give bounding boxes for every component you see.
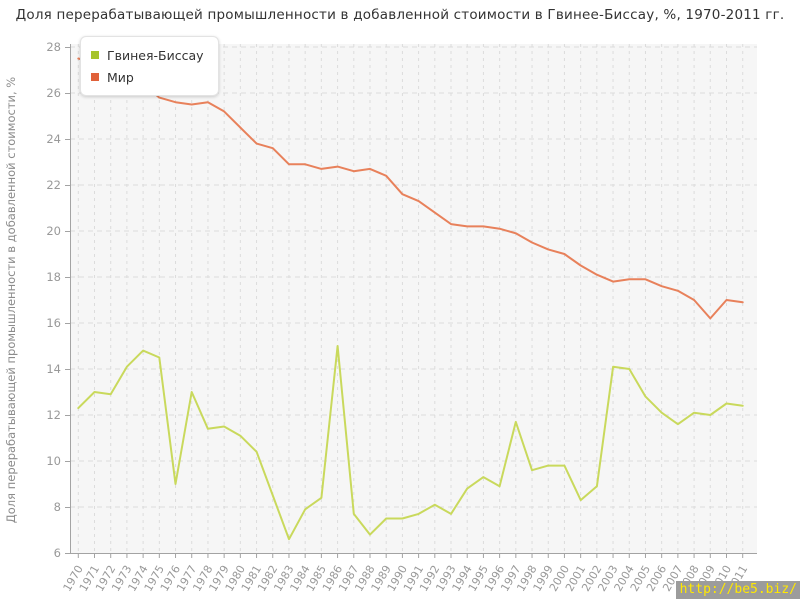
plot-area bbox=[70, 44, 757, 553]
guinea-bissau-swatch-icon bbox=[91, 51, 99, 59]
y-tick-label: 12 bbox=[46, 408, 61, 422]
legend-item-world[interactable]: Мир bbox=[91, 66, 204, 88]
y-tick-label: 22 bbox=[46, 178, 61, 192]
y-tick-label: 20 bbox=[46, 224, 61, 238]
y-tick-label: 24 bbox=[46, 132, 61, 146]
y-tick-label: 28 bbox=[46, 40, 61, 54]
y-tick-label: 8 bbox=[54, 500, 61, 514]
y-tick-label: 14 bbox=[46, 362, 61, 376]
y-tick-label: 16 bbox=[46, 316, 61, 330]
y-axis-title: Доля перерабатывающей промышленности в д… bbox=[4, 77, 18, 524]
y-tick-label: 18 bbox=[46, 270, 61, 284]
chart-title: Доля перерабатывающей промышленности в д… bbox=[15, 7, 785, 23]
y-tick-label: 6 bbox=[54, 546, 61, 560]
y-tick-label: 10 bbox=[46, 454, 61, 468]
world-swatch-icon bbox=[91, 73, 99, 81]
y-tick-label: 26 bbox=[46, 86, 61, 100]
legend: Гвинея-Биссау Мир bbox=[80, 36, 219, 96]
legend-item-guinea-bissau[interactable]: Гвинея-Биссау bbox=[91, 44, 204, 66]
series-line-guinea-bissau bbox=[77, 345, 744, 541]
series-line-world bbox=[77, 57, 744, 320]
legend-label-guinea-bissau: Гвинея-Биссау bbox=[107, 47, 204, 63]
legend-label-world: Мир bbox=[107, 69, 134, 85]
watermark-link[interactable]: http://be5.biz/ bbox=[675, 581, 800, 599]
